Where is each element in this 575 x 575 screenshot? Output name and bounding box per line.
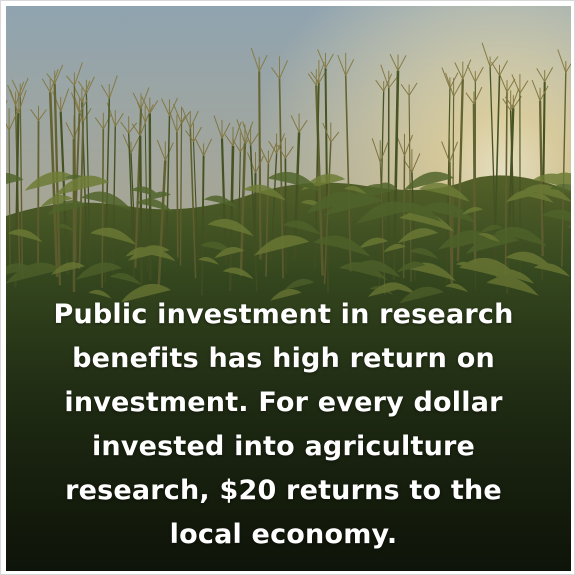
caption-line: benefits has high return on <box>72 343 495 374</box>
cornfield-illustration <box>6 6 571 571</box>
caption-line: local economy. <box>169 519 398 550</box>
dark-overlay <box>6 6 571 571</box>
caption-line: Public investment in research <box>53 299 514 330</box>
caption-line: invested into agriculture <box>91 431 476 462</box>
caption-text: Public investment in research benefits h… <box>19 293 548 557</box>
caption-line: research, $20 returns to the <box>65 475 502 506</box>
cornfield-photo <box>6 6 571 571</box>
caption-line: investment. For every dollar <box>64 387 503 418</box>
